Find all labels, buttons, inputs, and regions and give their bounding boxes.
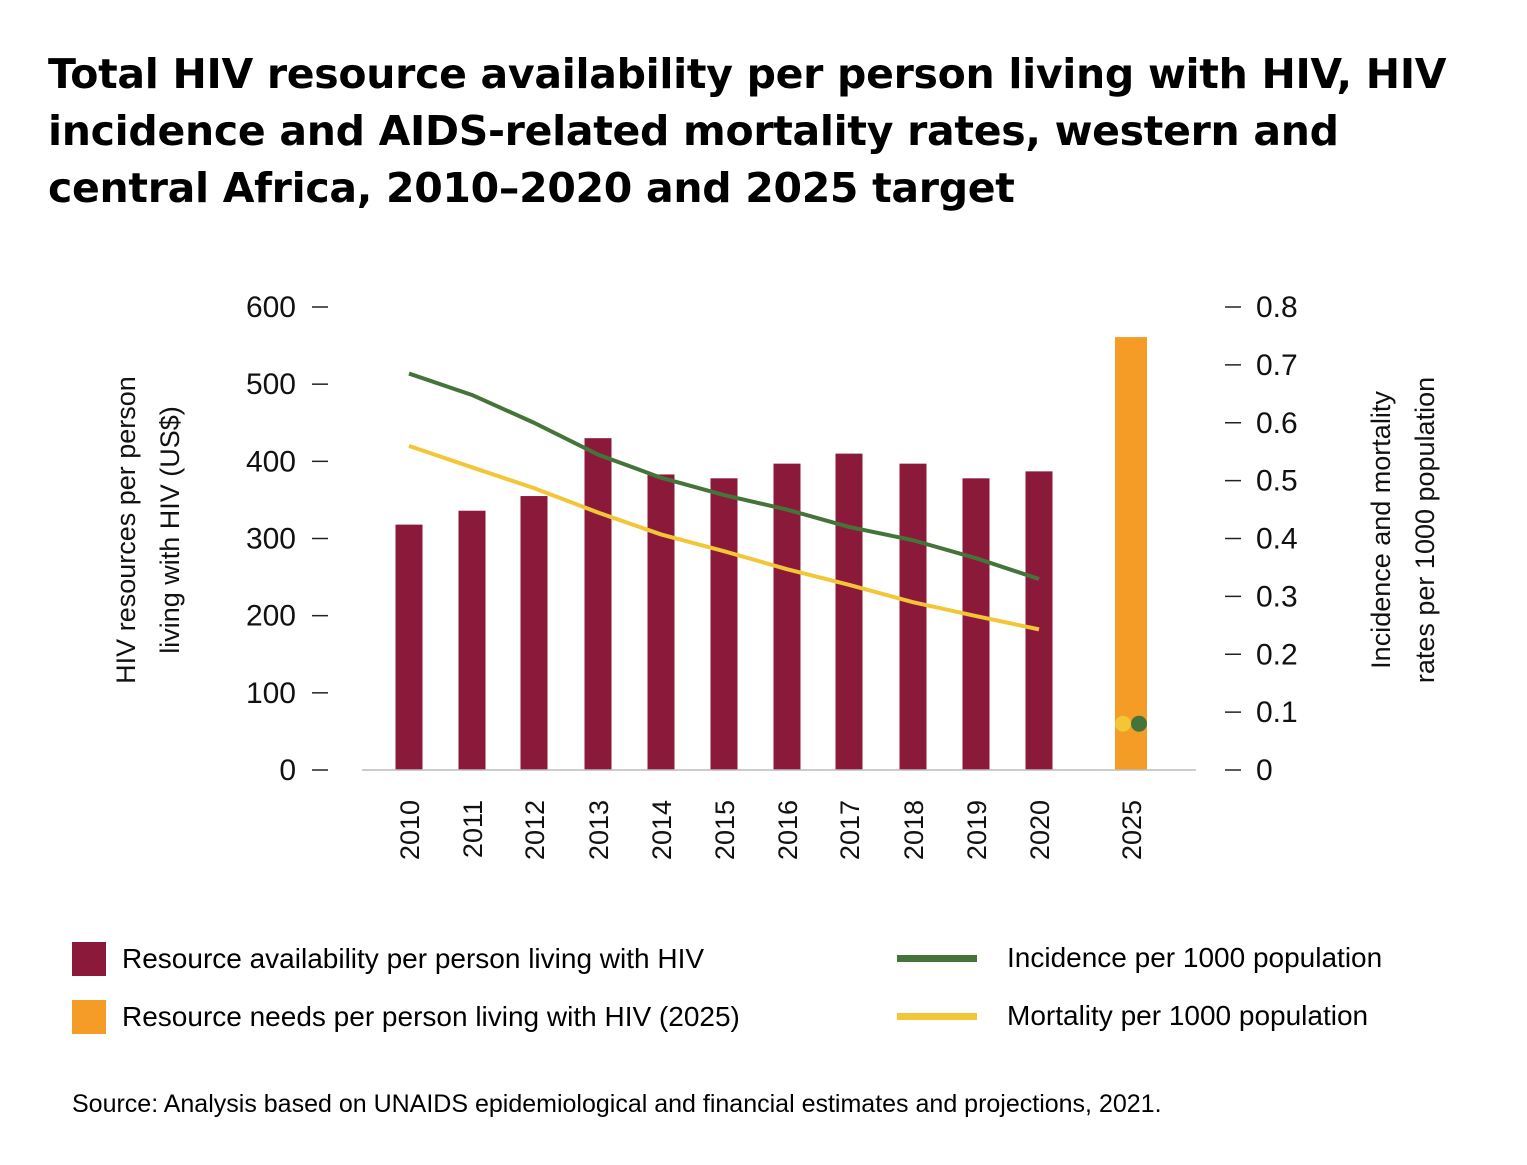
x-tick-label: 2012 bbox=[520, 800, 550, 860]
left-tick-label: 400 bbox=[246, 445, 296, 478]
bar-availability-2010 bbox=[395, 524, 423, 770]
left-tick-label: 300 bbox=[246, 523, 296, 556]
left-tick-label: 600 bbox=[246, 291, 296, 324]
legend-label-availability: Resource availability per person living … bbox=[122, 943, 705, 974]
point-incidence-2025 bbox=[1131, 715, 1147, 732]
right-tick-label: 0.1 bbox=[1256, 696, 1298, 729]
line-mortality bbox=[408, 444, 1040, 632]
x-tick-label: 2019 bbox=[962, 800, 992, 860]
right-tick-label: 0.6 bbox=[1256, 407, 1298, 440]
legend-label-incidence: Incidence per 1000 population bbox=[1007, 942, 1383, 973]
bar-needs-2025 bbox=[1115, 337, 1147, 770]
bar-availability-2016 bbox=[773, 463, 801, 770]
right-tick-label: 0.5 bbox=[1256, 465, 1298, 498]
x-tick-label: 2015 bbox=[710, 800, 740, 860]
right-tick-label: 0.4 bbox=[1256, 523, 1298, 556]
right-tick-label: 0.7 bbox=[1256, 349, 1298, 382]
x-tick-label: 2025 bbox=[1117, 800, 1147, 860]
bar-availability-2012 bbox=[520, 496, 548, 770]
bar-availability-2015 bbox=[710, 478, 738, 770]
bar-series bbox=[395, 337, 1147, 770]
x-tick-label: 2016 bbox=[773, 800, 803, 860]
left-tick-label: 200 bbox=[246, 600, 296, 633]
x-tick-label: 2014 bbox=[647, 800, 677, 860]
legend-swatch-needs bbox=[72, 1000, 106, 1034]
legend-label-mortality: Mortality per 1000 population bbox=[1007, 1000, 1369, 1031]
legend-item-incidence: Incidence per 1000 population bbox=[897, 942, 1382, 974]
legend-item-mortality: Mortality per 1000 population bbox=[897, 1000, 1368, 1032]
bar-availability-2019 bbox=[962, 478, 990, 770]
source-note: Source: Analysis based on UNAIDS epidemi… bbox=[72, 1090, 1162, 1118]
bar-availability-2014 bbox=[647, 474, 675, 770]
line-series bbox=[408, 371, 1147, 732]
x-axis-ticks: 2010 2011 2012 2013 2014 2015 2016 2017 2018 2019… bbox=[395, 800, 1147, 860]
point-mortality-2025 bbox=[1115, 715, 1131, 732]
bar-availability-2018 bbox=[899, 463, 927, 770]
line-incidence bbox=[408, 371, 1040, 581]
bar-availability-2011 bbox=[458, 510, 486, 770]
left-tick-label: 0 bbox=[279, 754, 296, 787]
right-axis: 0 0.1 0.2 0.3 0.4 0.5 0.6 0.7 0.8 bbox=[1225, 291, 1298, 787]
x-tick-label: 2013 bbox=[584, 800, 614, 860]
x-tick-label: 2017 bbox=[835, 800, 865, 860]
left-axis-label: HIV resources per person living with HIV … bbox=[111, 376, 185, 684]
chart-title: Total HIV resource availability per pers… bbox=[48, 50, 1447, 212]
legend-swatch-incidence bbox=[897, 954, 977, 962]
bar-availability-2013 bbox=[584, 438, 612, 770]
x-tick-label: 2011 bbox=[458, 800, 488, 858]
bar-availability-2017 bbox=[835, 453, 863, 770]
legend-label-needs: Resource needs per person living with HI… bbox=[122, 1001, 740, 1032]
right-tick-label: 0.3 bbox=[1256, 580, 1298, 613]
legend-item-availability: Resource availability per person living … bbox=[72, 942, 704, 976]
left-axis: 0 100 200 300 400 500 600 bbox=[246, 291, 328, 787]
bar-availability-2020 bbox=[1025, 471, 1053, 770]
left-tick-label: 100 bbox=[246, 677, 296, 710]
right-axis-label: Incidence and mortality rates per 1000 po… bbox=[1366, 377, 1440, 683]
x-tick-label: 2010 bbox=[395, 800, 425, 860]
legend-swatch-availability bbox=[72, 942, 106, 976]
right-tick-label: 0 bbox=[1256, 754, 1273, 787]
right-tick-label: 0.2 bbox=[1256, 638, 1298, 671]
x-tick-label: 2020 bbox=[1025, 800, 1055, 860]
left-tick-label: 500 bbox=[246, 368, 296, 401]
legend-swatch-mortality bbox=[897, 1012, 977, 1020]
x-tick-label: 2018 bbox=[899, 800, 929, 860]
legend-item-needs: Resource needs per person living with HI… bbox=[72, 1000, 740, 1034]
right-tick-label: 0.8 bbox=[1256, 291, 1298, 324]
